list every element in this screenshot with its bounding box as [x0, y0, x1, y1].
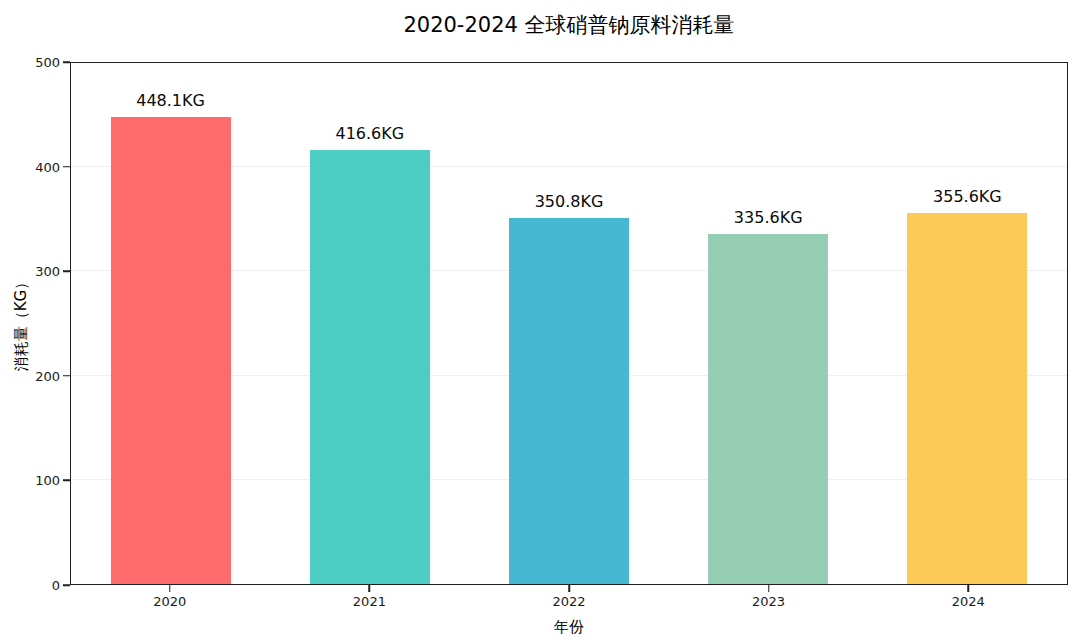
bar-value-label-2024: 355.6KG	[933, 187, 1002, 206]
x-tick-mark	[967, 585, 969, 592]
bar-2021	[310, 150, 430, 584]
y-tick-mark	[63, 480, 70, 482]
bar-2023	[708, 234, 828, 584]
bar-chart-figure: 2020-2024 全球硝普钠原料消耗量 消耗量（KG） 448.1KG 416.…	[0, 0, 1080, 644]
bars-layer: 448.1KG 416.6KG 350.8KG 335.6KG 355.6KG	[71, 63, 1067, 584]
y-tick-label-500: 500	[35, 55, 66, 70]
y-tick-label-200: 200	[35, 368, 66, 383]
y-tick-mark	[63, 270, 70, 272]
x-tick-mark	[369, 585, 371, 592]
y-tick-mark	[63, 166, 70, 168]
y-tick-label-300: 300	[35, 264, 66, 279]
x-tick-label-2021: 2021	[353, 594, 386, 609]
bar-2024	[907, 213, 1027, 584]
x-tick-label-2020: 2020	[153, 594, 186, 609]
bar-value-label-2020: 448.1KG	[136, 91, 205, 110]
x-tick-mark	[169, 585, 171, 592]
x-axis-label: 年份	[70, 618, 1068, 637]
x-tick-label-2022: 2022	[552, 594, 585, 609]
x-tick-label-2024: 2024	[952, 594, 985, 609]
y-tick-label-100: 100	[35, 473, 66, 488]
bar-value-label-2023: 335.6KG	[734, 208, 803, 227]
y-tick-mark	[63, 584, 70, 586]
y-tick-mark	[63, 61, 70, 63]
bar-2022	[509, 218, 629, 584]
chart-title: 2020-2024 全球硝普钠原料消耗量	[70, 11, 1068, 39]
x-tick-mark	[568, 585, 570, 592]
y-tick-label-400: 400	[35, 159, 66, 174]
bar-2020	[111, 117, 231, 584]
plot-area: 448.1KG 416.6KG 350.8KG 335.6KG 355.6KG	[70, 62, 1068, 585]
x-tick-mark	[768, 585, 770, 592]
y-tick-mark	[63, 375, 70, 377]
x-tick-label-2023: 2023	[752, 594, 785, 609]
bar-value-label-2022: 350.8KG	[535, 192, 604, 211]
bar-value-label-2021: 416.6KG	[335, 124, 404, 143]
y-axis-label: 消耗量（KG）	[12, 275, 31, 371]
